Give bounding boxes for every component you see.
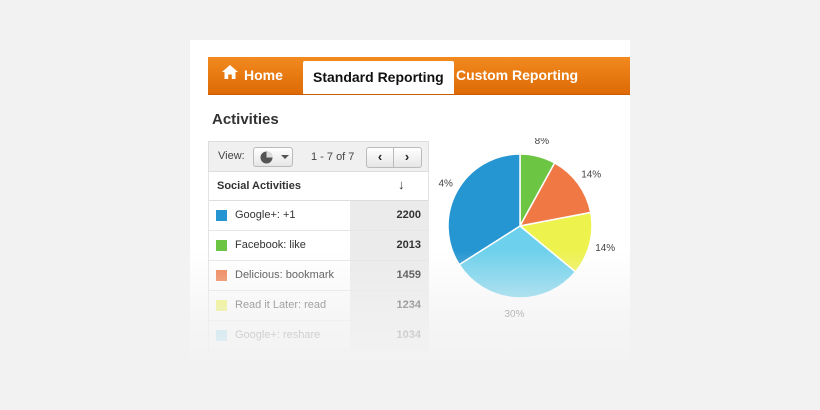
row-label: Google+: reshare — [235, 329, 321, 341]
row-value: 1459 — [396, 269, 421, 281]
table-row[interactable]: Delicious: bookmark 1459 — [209, 261, 429, 291]
legend-swatch — [216, 270, 227, 281]
pie-slice-label: 30% — [504, 309, 524, 320]
table-toolbar: View: 1 - 7 of 7 ‹ › — [208, 141, 429, 172]
prev-page-button[interactable]: ‹ — [367, 148, 393, 167]
legend-swatch — [216, 240, 227, 251]
page-range: 1 - 7 of 7 — [311, 151, 355, 163]
next-page-button[interactable]: › — [394, 148, 420, 167]
activities-table: Social Activities ↓ Google+: +1 2200 Faceb… — [208, 172, 429, 351]
table-row[interactable]: Read it Later: read 1234 — [209, 291, 429, 321]
tab-standard-reporting-label: Standard Reporting — [313, 69, 444, 85]
chevron-down-icon — [281, 155, 289, 159]
house-icon — [222, 56, 238, 93]
row-value: 1034 — [396, 329, 421, 341]
row-label: Read it Later: read — [235, 299, 327, 311]
table-body: Google+: +1 2200 Facebook: like 2013 Delicio… — [209, 201, 429, 351]
tab-home-label: Home — [244, 67, 283, 83]
row-value: 1234 — [396, 299, 421, 311]
table-row[interactable]: Google+: +1 2200 — [209, 201, 429, 231]
legend-swatch — [216, 300, 227, 311]
view-selector[interactable] — [253, 147, 293, 167]
value-cell: 1034 — [350, 321, 429, 350]
pie-chart: 8% 14% 14% 30% 34% — [433, 136, 630, 323]
value-cell: 1234 — [350, 291, 429, 320]
row-label: Facebook: like — [235, 239, 306, 251]
reporting-navbar: Home Standard Reporting Custom Reporting — [208, 57, 630, 95]
tab-custom-reporting-label: Custom Reporting — [456, 67, 579, 83]
section-title: Activities — [212, 111, 279, 128]
row-label: Delicious: bookmark — [235, 269, 335, 281]
legend-swatch — [216, 330, 227, 341]
chevron-right-icon: › — [404, 149, 410, 164]
table-row[interactable]: Google+: reshare 1034 — [209, 321, 429, 351]
pager: ‹ › — [366, 147, 422, 168]
pie-slice-label: 34% — [438, 179, 453, 190]
pie-slice[interactable] — [447, 153, 521, 266]
tab-standard-reporting[interactable]: Standard Reporting — [303, 61, 454, 94]
legend-swatch — [216, 210, 227, 221]
pie-slice-label: 8% — [535, 138, 550, 147]
column-header-social-activities[interactable]: Social Activities — [217, 180, 301, 192]
pager-divider — [393, 148, 394, 167]
chevron-left-icon: ‹ — [377, 149, 383, 164]
tab-custom-reporting[interactable]: Custom Reporting — [456, 57, 578, 94]
pie-slice-label: 14% — [581, 169, 601, 180]
pie-slice[interactable] — [518, 161, 592, 228]
table-row[interactable]: Facebook: like 2013 — [209, 231, 429, 261]
arrow-down-icon[interactable]: ↓ — [398, 177, 405, 192]
table-header: Social Activities ↓ — [209, 172, 428, 201]
report-panel: Home Standard Reporting Custom Reporting… — [190, 40, 630, 370]
value-cell: 2013 — [350, 231, 429, 260]
row-value: 2200 — [396, 209, 421, 221]
row-value: 2013 — [396, 239, 421, 251]
view-label: View: — [218, 150, 245, 162]
pie-chart-svg: 8% 14% 14% 30% 34% — [433, 136, 615, 320]
value-cell: 1459 — [350, 261, 429, 290]
row-label: Google+: +1 — [235, 209, 296, 221]
pie-slice-label: 14% — [595, 243, 615, 254]
value-cell: 2200 — [350, 201, 429, 230]
pie-chart-icon — [260, 151, 273, 169]
tab-home[interactable]: Home — [222, 57, 283, 94]
